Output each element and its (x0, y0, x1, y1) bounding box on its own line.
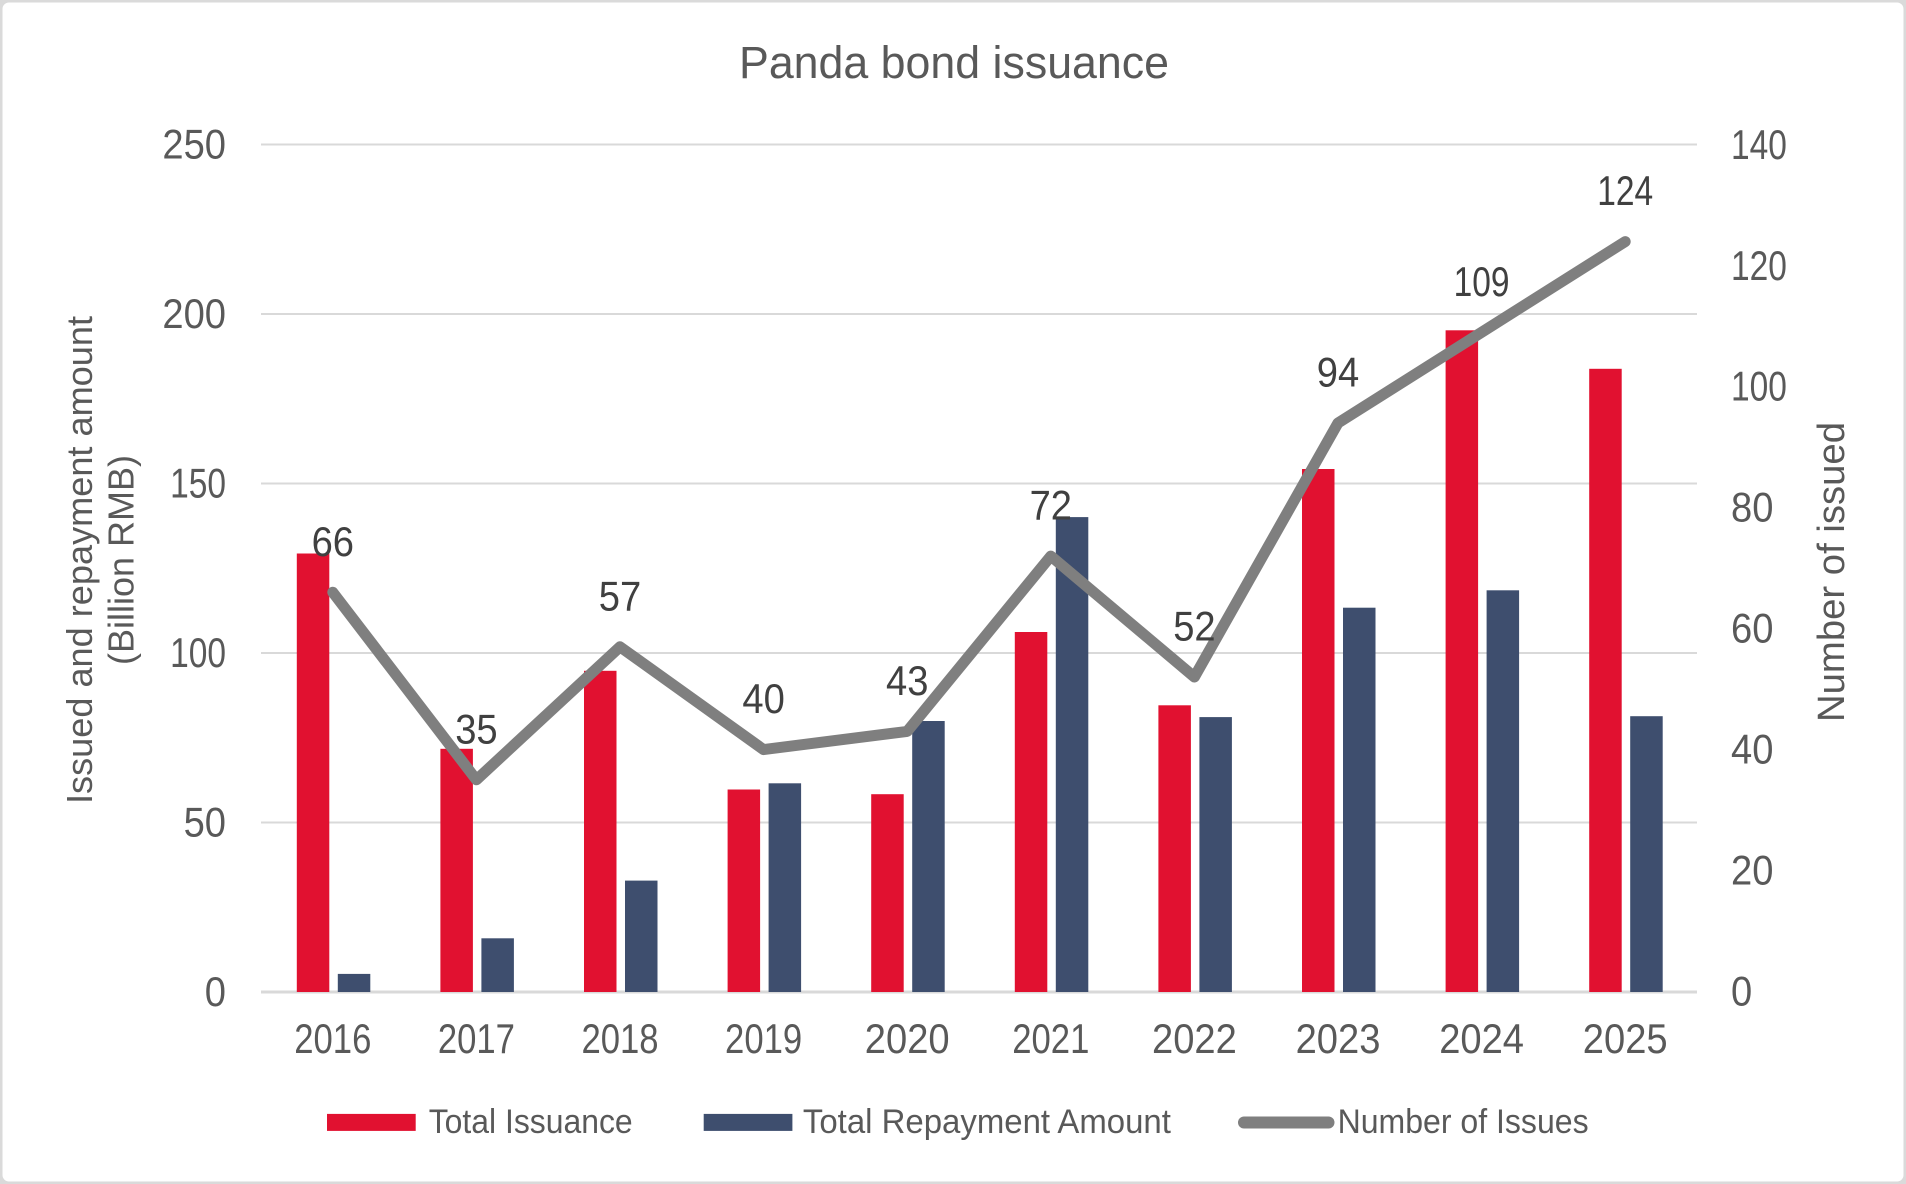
svg-text:72: 72 (1030, 482, 1072, 529)
svg-text:20: 20 (1731, 847, 1773, 894)
svg-text:120: 120 (1731, 242, 1787, 289)
svg-text:2023: 2023 (1296, 1015, 1381, 1062)
svg-text:Total Repayment Amount: Total Repayment Amount (803, 1103, 1172, 1141)
svg-text:2018: 2018 (581, 1015, 658, 1062)
svg-text:2017: 2017 (438, 1015, 515, 1062)
svg-text:52: 52 (1173, 603, 1215, 650)
svg-text:0: 0 (1731, 968, 1752, 1015)
svg-text:80: 80 (1731, 484, 1773, 531)
svg-text:100: 100 (170, 629, 226, 676)
svg-text:94: 94 (1317, 349, 1359, 396)
svg-text:2016: 2016 (294, 1015, 371, 1062)
svg-text:2020: 2020 (865, 1015, 950, 1062)
svg-text:2021: 2021 (1012, 1015, 1089, 1062)
svg-text:35: 35 (455, 705, 497, 752)
svg-text:200: 200 (162, 290, 226, 337)
svg-text:124: 124 (1597, 167, 1653, 214)
svg-text:43: 43 (886, 657, 928, 704)
svg-text:50: 50 (184, 799, 226, 846)
svg-text:Issued and repayment amount: Issued and repayment amount (59, 316, 100, 804)
svg-text:250: 250 (162, 121, 226, 168)
svg-text:Total Issuance: Total Issuance (429, 1103, 633, 1141)
svg-text:2025: 2025 (1583, 1015, 1668, 1062)
svg-text:2024: 2024 (1439, 1015, 1524, 1062)
svg-text:40: 40 (1731, 726, 1773, 773)
svg-text:40: 40 (742, 675, 784, 722)
svg-text:(Billion RMB): (Billion RMB) (101, 455, 142, 665)
svg-text:2022: 2022 (1152, 1015, 1237, 1062)
svg-text:2019: 2019 (725, 1015, 802, 1062)
svg-text:Panda bond issuance: Panda bond issuance (739, 37, 1169, 88)
svg-text:140: 140 (1731, 121, 1787, 168)
svg-text:0: 0 (205, 968, 226, 1015)
svg-text:109: 109 (1454, 258, 1510, 305)
svg-text:150: 150 (170, 460, 226, 507)
svg-text:57: 57 (599, 572, 641, 619)
svg-text:66: 66 (312, 518, 354, 565)
svg-text:Number of issued: Number of issued (1811, 422, 1853, 722)
svg-text:60: 60 (1731, 605, 1773, 652)
svg-text:Number of Issues: Number of Issues (1338, 1103, 1589, 1141)
svg-text:100: 100 (1731, 363, 1787, 410)
